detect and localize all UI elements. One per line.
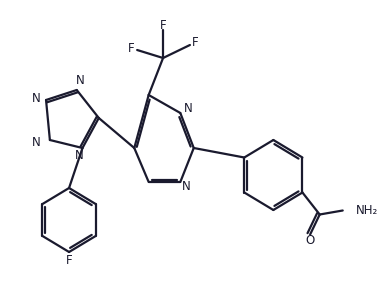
Text: F: F <box>128 41 135 55</box>
Text: N: N <box>76 74 85 87</box>
Text: N: N <box>182 179 190 193</box>
Text: NH₂: NH₂ <box>356 204 378 217</box>
Text: N: N <box>32 135 41 149</box>
Text: N: N <box>32 91 41 105</box>
Text: F: F <box>66 254 72 266</box>
Text: N: N <box>184 101 192 114</box>
Text: O: O <box>306 234 315 247</box>
Text: F: F <box>160 18 166 32</box>
Text: N: N <box>75 149 84 162</box>
Text: F: F <box>192 36 199 49</box>
